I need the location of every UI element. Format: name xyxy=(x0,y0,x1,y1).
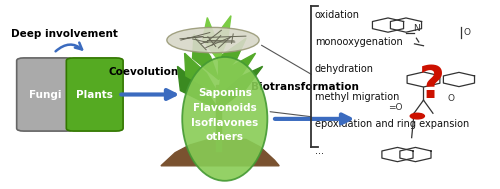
Polygon shape xyxy=(192,34,218,80)
Text: N: N xyxy=(413,24,420,33)
Text: Coevolution: Coevolution xyxy=(108,67,178,77)
Text: monooxygenation: monooxygenation xyxy=(314,37,402,47)
FancyArrowPatch shape xyxy=(275,115,350,123)
FancyBboxPatch shape xyxy=(16,58,74,131)
Text: Biotransformation: Biotransformation xyxy=(252,82,359,92)
Bar xyxy=(216,85,221,151)
Polygon shape xyxy=(218,38,246,80)
Polygon shape xyxy=(178,66,218,109)
Text: O: O xyxy=(464,28,471,37)
Polygon shape xyxy=(184,53,218,94)
Text: Saponins
Flavonoids
Isoflavones
others: Saponins Flavonoids Isoflavones others xyxy=(191,88,258,142)
Text: =O: =O xyxy=(388,103,402,112)
Polygon shape xyxy=(218,66,262,109)
FancyArrowPatch shape xyxy=(121,90,175,99)
Ellipse shape xyxy=(182,57,268,181)
Text: dehydration: dehydration xyxy=(314,64,374,74)
Polygon shape xyxy=(161,138,279,166)
FancyBboxPatch shape xyxy=(66,58,123,131)
Text: Deep involvement: Deep involvement xyxy=(10,29,118,40)
Polygon shape xyxy=(202,18,218,61)
Circle shape xyxy=(410,113,424,119)
Text: oxidation: oxidation xyxy=(314,10,360,20)
Text: O: O xyxy=(448,94,454,103)
Text: Plants: Plants xyxy=(76,90,113,99)
Ellipse shape xyxy=(167,27,259,53)
FancyArrowPatch shape xyxy=(56,43,82,51)
Text: ?: ? xyxy=(419,64,445,107)
Text: methyl migration: methyl migration xyxy=(314,92,399,102)
Text: epoxidation and ring expansion: epoxidation and ring expansion xyxy=(314,119,469,129)
Text: ...: ... xyxy=(314,146,324,156)
Polygon shape xyxy=(218,53,256,94)
Polygon shape xyxy=(214,16,231,61)
Text: Fungi: Fungi xyxy=(29,90,62,99)
